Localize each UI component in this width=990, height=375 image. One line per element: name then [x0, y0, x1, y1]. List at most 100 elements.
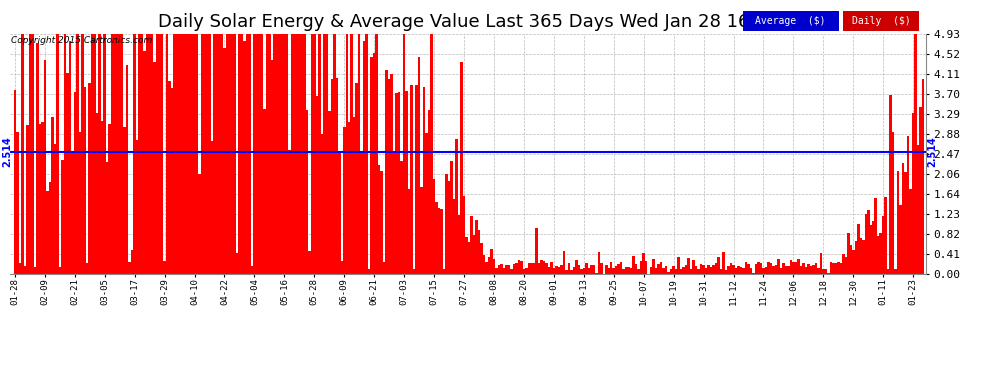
- Bar: [355, 83, 358, 274]
- Bar: [552, 268, 555, 274]
- Bar: [869, 225, 872, 274]
- Bar: [106, 162, 109, 274]
- Bar: [754, 264, 757, 274]
- Bar: [44, 60, 47, 274]
- Bar: [416, 85, 418, 274]
- Bar: [198, 174, 201, 274]
- Bar: [633, 256, 635, 274]
- Bar: [68, 41, 71, 274]
- Bar: [34, 267, 36, 274]
- Bar: [316, 96, 318, 274]
- Bar: [126, 65, 129, 274]
- Bar: [218, 34, 221, 274]
- Bar: [39, 124, 42, 274]
- Bar: [216, 34, 218, 274]
- Bar: [71, 153, 73, 274]
- Bar: [692, 260, 695, 274]
- Bar: [338, 153, 341, 274]
- Bar: [695, 266, 697, 274]
- Bar: [270, 60, 273, 274]
- Bar: [58, 267, 61, 274]
- Bar: [383, 262, 385, 274]
- Bar: [630, 268, 633, 274]
- Bar: [536, 228, 538, 274]
- Bar: [820, 253, 822, 274]
- Bar: [757, 262, 759, 274]
- Bar: [260, 34, 263, 274]
- Bar: [160, 34, 163, 274]
- Bar: [433, 180, 436, 274]
- Bar: [288, 150, 291, 274]
- Bar: [428, 110, 431, 274]
- Bar: [186, 34, 188, 274]
- Bar: [244, 40, 246, 274]
- Bar: [702, 265, 705, 274]
- Bar: [275, 34, 278, 274]
- Bar: [600, 263, 603, 274]
- Bar: [682, 267, 685, 274]
- Bar: [488, 257, 490, 274]
- Bar: [795, 262, 797, 274]
- Bar: [308, 251, 311, 274]
- Bar: [360, 151, 363, 274]
- Bar: [370, 57, 373, 274]
- Bar: [468, 243, 470, 274]
- Title: Daily Solar Energy & Average Value Last 365 Days Wed Jan 28 16:57: Daily Solar Energy & Average Value Last …: [157, 13, 778, 31]
- Bar: [470, 216, 473, 274]
- Bar: [797, 259, 800, 274]
- Bar: [649, 267, 652, 274]
- Bar: [740, 267, 742, 274]
- Bar: [557, 267, 560, 274]
- Bar: [446, 174, 447, 274]
- Bar: [163, 261, 166, 274]
- Bar: [14, 90, 16, 274]
- Bar: [508, 266, 510, 274]
- Bar: [638, 269, 640, 274]
- Bar: [431, 34, 433, 274]
- Bar: [56, 34, 58, 274]
- Bar: [373, 53, 375, 274]
- Bar: [26, 124, 29, 274]
- Bar: [775, 265, 777, 274]
- Bar: [827, 273, 830, 274]
- Bar: [618, 264, 620, 274]
- Bar: [183, 34, 186, 274]
- Bar: [822, 268, 825, 274]
- Bar: [685, 265, 687, 274]
- Bar: [405, 90, 408, 274]
- Bar: [331, 79, 333, 274]
- Bar: [53, 144, 56, 274]
- Bar: [398, 92, 400, 274]
- Bar: [538, 263, 541, 274]
- Bar: [411, 85, 413, 274]
- Bar: [585, 263, 587, 274]
- Bar: [253, 34, 255, 274]
- Bar: [29, 34, 31, 274]
- Bar: [78, 132, 81, 274]
- Bar: [148, 34, 150, 274]
- Text: Copyright 2015 Cartronics.com: Copyright 2015 Cartronics.com: [11, 36, 152, 45]
- Bar: [498, 265, 500, 274]
- Bar: [423, 87, 426, 274]
- Bar: [744, 262, 747, 274]
- Bar: [358, 34, 360, 274]
- Bar: [236, 254, 239, 274]
- Bar: [363, 41, 365, 274]
- Bar: [144, 51, 146, 274]
- Bar: [365, 34, 368, 274]
- Bar: [713, 265, 715, 274]
- Bar: [246, 34, 248, 274]
- Bar: [767, 262, 769, 274]
- Bar: [378, 165, 380, 274]
- Bar: [231, 34, 234, 274]
- Bar: [350, 34, 353, 274]
- Bar: [640, 261, 643, 274]
- Bar: [500, 264, 503, 274]
- Bar: [318, 34, 321, 274]
- Bar: [116, 34, 119, 274]
- Bar: [336, 78, 338, 274]
- Bar: [226, 34, 229, 274]
- Bar: [343, 127, 346, 274]
- Bar: [643, 253, 644, 274]
- Bar: [752, 273, 754, 274]
